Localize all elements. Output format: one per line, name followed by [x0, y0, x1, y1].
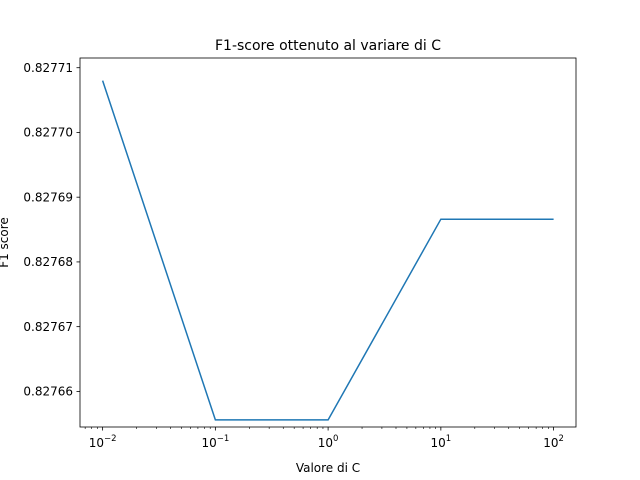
series-line [101, 80, 554, 421]
x-axis-ticks: 10−2 10−1 100 101 102 [84, 427, 564, 450]
y-axis-ticks: 0.82766 0.82767 0.82768 0.82769 0.82770 0.827… [23, 61, 80, 399]
chart-title: F1-score ottenuto al variare di C [215, 38, 441, 54]
x-tick-label: 100 [318, 434, 339, 450]
x-tick-label: 101 [431, 434, 452, 450]
y-tick-label: 0.82770 [23, 126, 73, 140]
y-tick-label: 0.82767 [23, 320, 73, 334]
y-tick-label: 0.82771 [23, 61, 73, 75]
x-tick-label: 10−1 [201, 434, 229, 450]
y-tick-label: 0.82768 [23, 255, 73, 269]
x-tick-label: 102 [543, 434, 564, 450]
y-tick-label: 0.82766 [23, 385, 73, 399]
plot-area [80, 58, 576, 427]
x-axis-label: Valore di C [296, 461, 360, 475]
plot-frame [79, 57, 577, 428]
x-tick-label: 10−2 [89, 434, 117, 450]
y-tick-label: 0.82769 [23, 190, 73, 204]
y-axis-label: F1 score [0, 217, 11, 268]
